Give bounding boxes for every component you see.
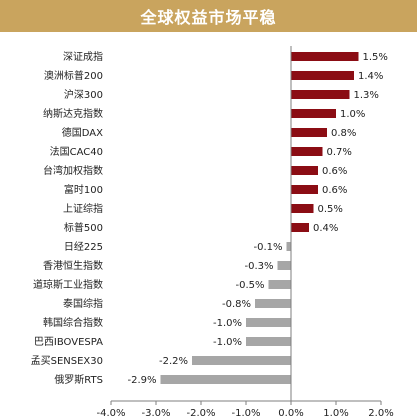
x-tick-label: -2.0% bbox=[186, 408, 215, 419]
bar bbox=[291, 147, 323, 156]
bar bbox=[291, 204, 314, 213]
category-label: 澳洲标普200 bbox=[44, 69, 103, 82]
x-tick-label: 1.0% bbox=[323, 408, 348, 419]
value-label: -0.5% bbox=[235, 280, 264, 291]
bar bbox=[291, 223, 309, 232]
bar bbox=[291, 185, 318, 194]
category-label: 巴西IBOVESPA bbox=[34, 336, 103, 348]
value-label: 0.6% bbox=[322, 185, 347, 196]
bar bbox=[291, 109, 336, 118]
category-label: 德国DAX bbox=[62, 126, 103, 139]
value-label: -0.8% bbox=[222, 299, 251, 310]
value-label: -2.2% bbox=[159, 356, 188, 367]
x-tick-label: 0.0% bbox=[278, 408, 303, 419]
category-label: 沪深300 bbox=[64, 88, 103, 101]
value-label: -1.0% bbox=[213, 337, 242, 348]
x-tick-label: -1.0% bbox=[231, 408, 260, 419]
category-label: 韩国综合指数 bbox=[43, 316, 103, 329]
category-label: 道琼斯工业指数 bbox=[33, 278, 103, 291]
value-label: -2.9% bbox=[127, 375, 156, 386]
bar bbox=[291, 71, 354, 80]
bar bbox=[291, 166, 318, 175]
value-label: 0.7% bbox=[327, 147, 352, 158]
bar bbox=[160, 375, 291, 384]
category-label: 日经225 bbox=[64, 240, 103, 253]
x-tick-label: 2.0% bbox=[368, 408, 393, 419]
category-label: 泰国综指 bbox=[63, 297, 103, 310]
chart-title-banner: 全球权益市场平稳 bbox=[0, 0, 417, 32]
category-label: 俄罗斯RTS bbox=[54, 373, 103, 386]
value-label: 1.5% bbox=[363, 52, 388, 63]
category-label: 法国CAC40 bbox=[50, 145, 103, 158]
value-label: -0.3% bbox=[244, 261, 273, 272]
value-label: 0.8% bbox=[331, 128, 356, 139]
bar bbox=[192, 356, 291, 365]
bar bbox=[246, 337, 291, 346]
bar bbox=[291, 90, 350, 99]
category-label: 香港恒生指数 bbox=[43, 259, 103, 272]
bar bbox=[286, 242, 291, 251]
bar bbox=[246, 318, 291, 327]
chart-title: 全球权益市场平稳 bbox=[140, 8, 277, 27]
bar bbox=[291, 52, 359, 61]
category-label: 台湾加权指数 bbox=[43, 164, 103, 177]
value-label: 0.4% bbox=[313, 223, 338, 234]
bar bbox=[291, 128, 327, 137]
category-label: 孟买SENSEX30 bbox=[31, 355, 103, 367]
value-label: -0.1% bbox=[253, 242, 282, 253]
bar bbox=[277, 261, 291, 270]
bar bbox=[268, 280, 291, 289]
category-label: 上证综指 bbox=[63, 202, 103, 215]
value-label: 0.5% bbox=[318, 204, 343, 215]
category-label: 深证成指 bbox=[63, 50, 103, 63]
bar bbox=[255, 299, 291, 308]
category-label: 标普500 bbox=[64, 221, 103, 234]
value-label: 1.0% bbox=[340, 109, 365, 120]
value-label: 0.6% bbox=[322, 166, 347, 177]
value-label: 1.4% bbox=[358, 71, 383, 82]
category-label: 富时100 bbox=[64, 183, 103, 196]
category-label: 纳斯达克指数 bbox=[43, 107, 103, 120]
x-tick-label: -4.0% bbox=[96, 408, 125, 419]
x-tick-label: -3.0% bbox=[141, 408, 170, 419]
value-label: -1.0% bbox=[213, 318, 242, 329]
value-label: 1.3% bbox=[354, 90, 379, 101]
